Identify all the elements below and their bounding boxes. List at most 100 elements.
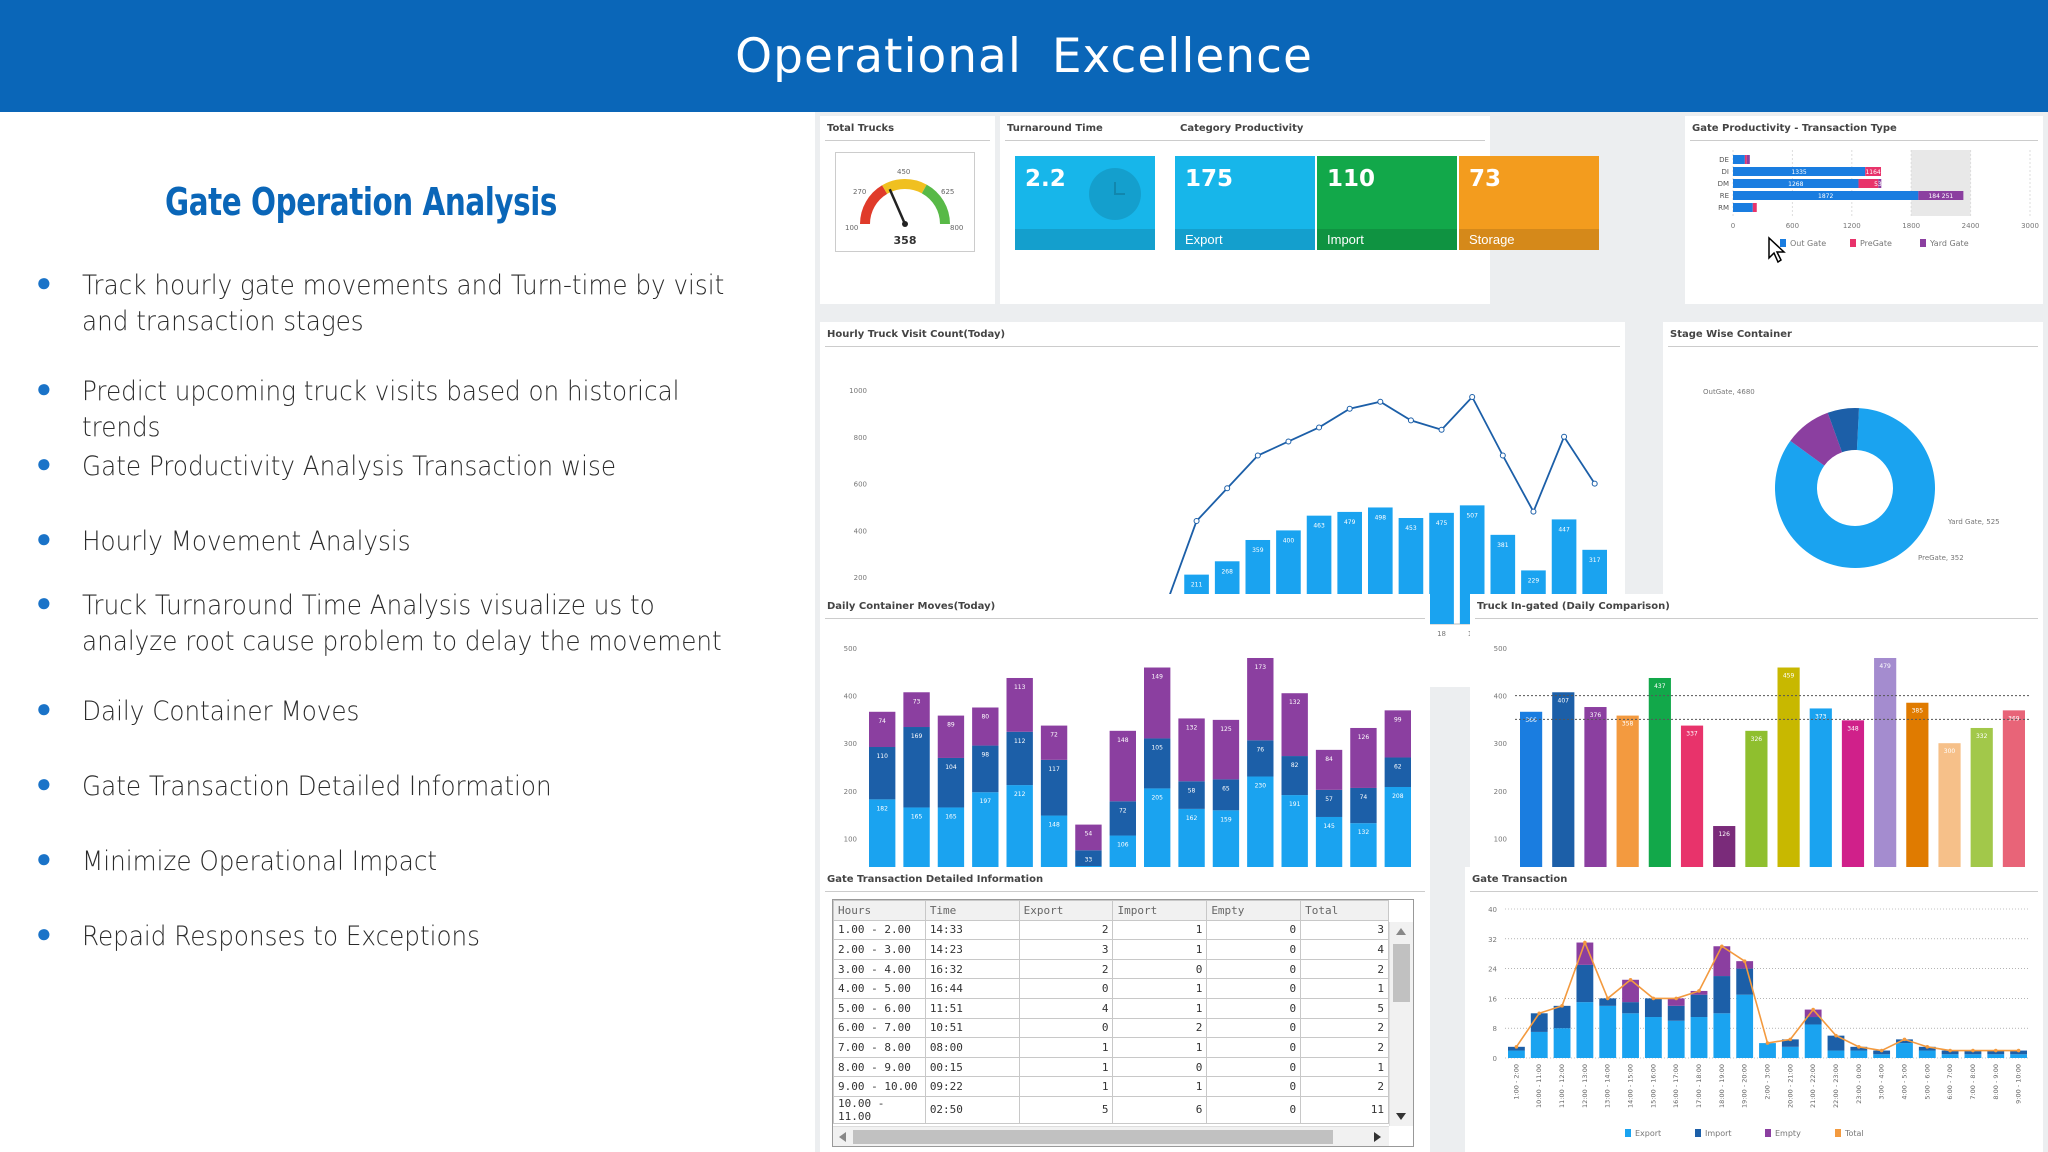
vertical-scrollbar[interactable] [1389,922,1413,1126]
table-row[interactable]: 9.00 - 10.00 09:22 1 1 0 2 [833,1076,1389,1097]
x-tick-label: 23:00 - 0:00 [1855,1064,1863,1104]
bar-value-label: 72 [1119,807,1127,814]
col-empty[interactable]: Empty [1206,900,1302,921]
category-label: DM [1718,180,1729,188]
panel-divider [825,346,1620,347]
panel-divider [825,140,990,141]
col-export[interactable]: Export [1018,900,1114,921]
bar-value-label: 376 [1590,712,1602,719]
scroll-thumb-horizontal[interactable] [853,1130,1333,1144]
x-tick-label: 17:00 - 18:00 [1695,1064,1703,1108]
table-row[interactable]: 2.00 - 3.00 14:23 3 1 0 4 [833,939,1389,960]
col-time[interactable]: Time [924,900,1020,921]
detail-title: Gate Transaction Detailed Information [827,874,1044,885]
line-point [1697,989,1701,993]
table-row[interactable]: 8.00 - 9.00 00:15 1 0 0 1 [833,1056,1389,1078]
scroll-up-icon[interactable] [1396,928,1406,935]
table-row[interactable]: 6.00 - 7.00 10:51 0 2 0 2 [833,1017,1389,1039]
bar [1584,707,1607,886]
bar-value-label: 463 [1313,523,1325,530]
table-cell: 11 [1300,1095,1389,1124]
bar-segment [1599,998,1617,1006]
legend-label: Yard Gate [1929,239,1969,248]
table-row[interactable]: 4.00 - 5.00 16:44 0 1 0 1 [833,978,1389,999]
bar [1906,702,1929,886]
table-row[interactable]: 1.00 - 2.00 14:33 2 1 0 3 [833,919,1389,941]
x-tick-label: 15:00 - 16:00 [1649,1064,1657,1108]
scroll-down-icon[interactable] [1396,1113,1406,1120]
bar-segment [1144,738,1171,789]
bar-segment [1144,667,1171,739]
line-point [1285,438,1292,445]
bar-value-label: 65 [1222,785,1230,792]
bar-segment [1384,757,1411,787]
panel-divider [1005,140,1485,141]
bar-value-label: 447 [1558,526,1570,533]
table-row[interactable]: 10.00 - 11.00 02:50 5 6 0 11 [833,1095,1389,1124]
bar-segment [1964,1050,1982,1055]
line-point [1628,977,1633,982]
y-tick-label: 500 [1494,645,1507,653]
y-tick-label: 800 [854,434,867,442]
line-point [1591,480,1598,487]
x-tick-label: 1800 [1902,222,1920,230]
import-tile: 110 Import [1317,156,1457,250]
col-hours[interactable]: Hours [833,900,926,921]
bar-value-label: 76 [1256,746,1264,753]
table-row[interactable]: 5.00 - 6.00 11:51 4 1 0 5 [833,997,1389,1019]
table-cell: 0 [1206,978,1302,999]
table-cell: 5 [1018,1095,1114,1124]
x-tick-label: 22:00 - 23:00 [1832,1064,1840,1108]
export-label: Export [1175,229,1315,250]
bar-value-label: 381 [1497,542,1509,549]
x-tick-label: 19:00 - 20:00 [1741,1064,1749,1108]
table-cell: 2 [1300,1037,1389,1058]
bar-segment [903,727,930,808]
table-cell: 3 [1018,939,1114,960]
col-total[interactable]: Total [1300,900,1389,921]
table-cell: 1 [1300,1056,1389,1078]
table-cell: 7.00 - 8.00 [833,1037,926,1058]
bar-segment [1212,779,1240,811]
bar [1648,677,1671,886]
bar-segment [1109,801,1136,836]
legend-swatch [1625,1129,1631,1137]
line-point [1407,417,1414,424]
bullet-item: ● Track hourly gate movements and Turn-ti… [36,268,806,340]
scroll-left-icon[interactable] [839,1132,846,1142]
bar-segment [1733,155,1745,164]
panel-divider [1668,346,2038,347]
line-point [1788,1037,1793,1042]
bar-segment [1736,961,1754,969]
line-point [1561,433,1568,440]
bullet-item: ● Repaid Responses to Exceptions [36,919,806,955]
bar-segment [1713,976,1731,1014]
bar [1874,657,1897,886]
bar-segment [1941,1050,1959,1055]
scroll-right-icon[interactable] [1374,1132,1381,1142]
daily-chart: 0100200300400500182110741316516973141651… [844,645,1415,922]
bar-segment [869,711,896,748]
horizontal-scrollbar[interactable] [833,1126,1389,1146]
feature-list-panel: Gate Operation Analysis ● Track hourly ga… [0,112,815,1152]
x-tick-label: 1:00 - 2:00 [1512,1064,1520,1100]
scroll-thumb[interactable] [1393,944,1410,1002]
x-tick-label: 12:00 - 13:00 [1581,1064,1589,1108]
legend-label: Out Gate [1790,239,1826,248]
bar-segment [1622,1013,1639,1058]
bar-segment [1644,1017,1662,1058]
dashboard-area: Total Trucks 100 270 450 625 800 358 Tur… [815,112,2048,1152]
legend-label: Export [1635,1129,1661,1138]
bar-value-label: 98 [981,752,989,759]
col-import[interactable]: Import [1112,900,1208,921]
table-cell: 0 [1206,919,1302,941]
bar-value-label: 479 [1344,519,1356,526]
table-row[interactable]: 7.00 - 8.00 08:00 1 1 0 2 [833,1037,1389,1058]
table-row[interactable]: 3.00 - 4.00 16:32 2 0 0 2 [833,958,1389,980]
bar-value-label: 73 [913,698,921,705]
bar-segment [1733,179,1859,188]
bar-value-label: 113 [1014,684,1026,691]
hourly-title: Hourly Truck Visit Count(Today) [827,329,1006,340]
donut-slice [1790,412,1843,466]
bar-value-label: 132 [1186,724,1198,731]
